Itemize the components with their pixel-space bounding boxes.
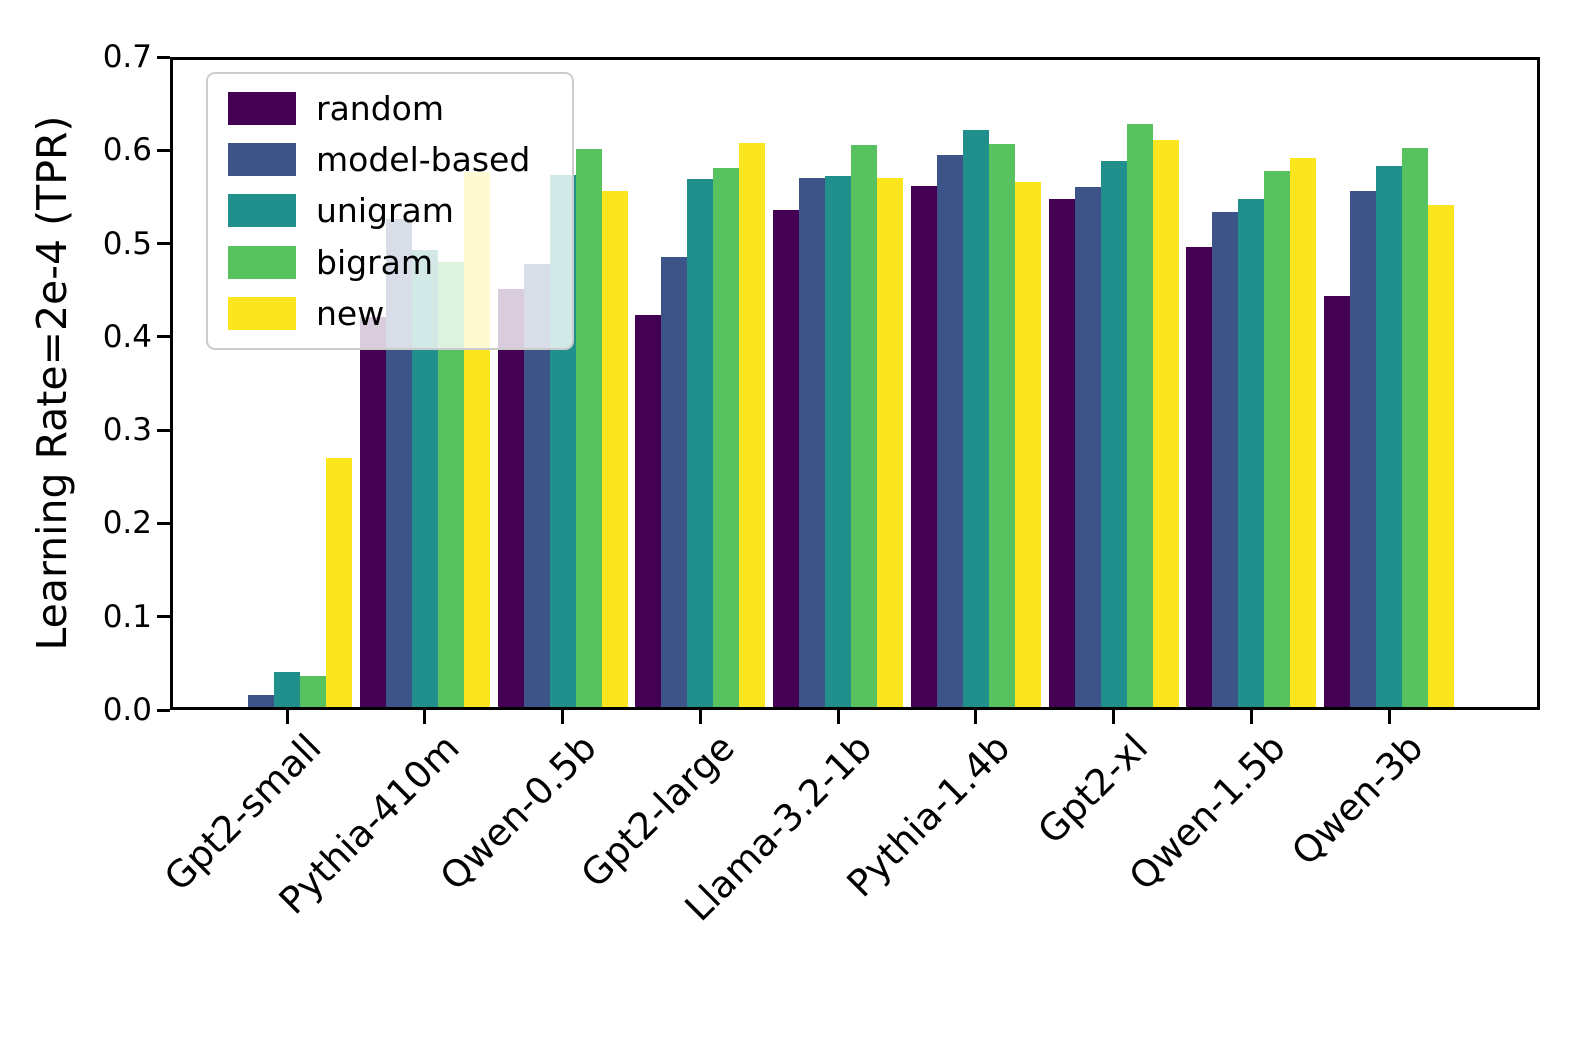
legend-label: bigram <box>316 242 433 282</box>
bar-random-Gpt2-large <box>635 315 662 710</box>
bar-random-Qwen-3b <box>1324 295 1350 710</box>
bar-random-Gpt2-xl <box>1048 198 1075 710</box>
y-tick-mark <box>157 242 170 246</box>
bar-bigram-Gpt2-small <box>300 676 326 710</box>
x-tick-label: Gpt2-xl <box>1029 726 1156 853</box>
y-tick-label: 0.5 <box>102 225 152 262</box>
bar-random-Gpt2-small <box>222 707 248 710</box>
y-tick-label: 0.2 <box>102 505 152 542</box>
legend-label: random <box>316 89 444 129</box>
bar-bigram-Qwen-1.5b <box>1264 170 1291 710</box>
bar-unigram-Gpt2-large <box>687 179 714 710</box>
y-tick-label: 0.4 <box>102 318 152 355</box>
x-tick-mark <box>1112 710 1115 724</box>
legend-swatch-bigram <box>228 245 296 279</box>
y-tick-label: 0.3 <box>102 412 152 449</box>
y-tick-label: 0.1 <box>102 598 152 635</box>
legend: random model-based unigram bigram new <box>206 72 574 350</box>
bar-model-based-Gpt2-large <box>661 256 688 710</box>
y-tick-mark <box>157 55 170 59</box>
bar-new-Pythia-1.4b <box>1014 182 1041 710</box>
legend-label: model-based <box>316 140 531 180</box>
legend-item-random: random <box>208 89 572 129</box>
bar-model-based-Llama-3.2-1b <box>799 178 825 710</box>
bar-new-Qwen-3b <box>1428 205 1454 710</box>
bar-new-Llama-3.2-1b <box>877 178 903 710</box>
x-tick-mark <box>285 710 289 724</box>
legend-item-bigram: bigram <box>208 242 572 282</box>
x-tick-mark <box>1249 710 1253 724</box>
bar-model-based-Gpt2-small <box>248 695 274 710</box>
legend-item-unigram: unigram <box>208 191 572 231</box>
bar-random-Pythia-1.4b <box>910 185 937 710</box>
legend-swatch-random <box>228 92 296 126</box>
y-axis-label: Learning Rate=2e-4 (TPR) <box>28 115 76 651</box>
bar-new-Gpt2-xl <box>1152 140 1179 710</box>
bar-random-Llama-3.2-1b <box>773 210 799 710</box>
bar-model-based-Pythia-1.4b <box>936 154 963 710</box>
y-tick-mark <box>157 521 170 525</box>
bar-new-Qwen-1.5b <box>1290 157 1317 710</box>
bar-bigram-Gpt2-xl <box>1126 124 1153 710</box>
legend-item-new: new <box>208 293 572 333</box>
x-tick-mark <box>974 710 978 724</box>
legend-swatch-unigram <box>228 194 296 228</box>
bar-bigram-Qwen-3b <box>1402 148 1428 710</box>
bar-model-based-Qwen-1.5b <box>1212 211 1239 710</box>
y-tick-label: 0.7 <box>102 39 152 75</box>
x-tick-mark <box>836 710 840 724</box>
bar-new-Qwen-0.5b <box>601 191 628 710</box>
bar-unigram-Llama-3.2-1b <box>825 176 851 710</box>
bar-unigram-Pythia-1.4b <box>962 129 989 710</box>
x-tick-mark <box>1387 710 1391 724</box>
bar-unigram-Qwen-3b <box>1376 166 1402 710</box>
bar-model-based-Qwen-3b <box>1350 191 1376 710</box>
bar-new-Gpt2-small <box>326 458 352 710</box>
y-tick-mark <box>157 335 170 339</box>
bar-bigram-Qwen-0.5b <box>575 149 602 710</box>
x-tick-mark <box>561 710 564 724</box>
y-tick-label: 0.0 <box>102 692 152 728</box>
y-tick-mark <box>157 615 170 619</box>
bar-random-Qwen-1.5b <box>1186 247 1213 710</box>
bar-new-Gpt2-large <box>739 142 766 710</box>
legend-swatch-model-based <box>228 143 296 177</box>
bar-bigram-Gpt2-large <box>713 168 740 710</box>
bar-model-based-Gpt2-xl <box>1074 186 1101 710</box>
bar-random-Pythia-410m <box>359 317 386 710</box>
bar-unigram-Gpt2-small <box>274 671 300 710</box>
legend-item-model-based: model-based <box>208 140 572 180</box>
bar-random-Qwen-0.5b <box>497 289 524 710</box>
legend-swatch-new <box>228 296 296 330</box>
bar-unigram-Qwen-1.5b <box>1238 198 1265 710</box>
bar-unigram-Gpt2-xl <box>1100 160 1127 710</box>
y-tick-mark <box>157 148 170 152</box>
bar-bigram-Pythia-1.4b <box>988 143 1015 710</box>
x-tick-label: Qwen-3b <box>1283 726 1432 874</box>
y-tick-label: 0.6 <box>102 132 152 169</box>
legend-label: unigram <box>316 191 454 231</box>
bar-bigram-Llama-3.2-1b <box>851 144 877 710</box>
legend-label: new <box>316 293 385 333</box>
y-tick-mark <box>157 708 170 712</box>
x-tick-mark <box>698 710 702 724</box>
y-tick-mark <box>157 428 170 432</box>
x-tick-mark <box>423 710 427 724</box>
